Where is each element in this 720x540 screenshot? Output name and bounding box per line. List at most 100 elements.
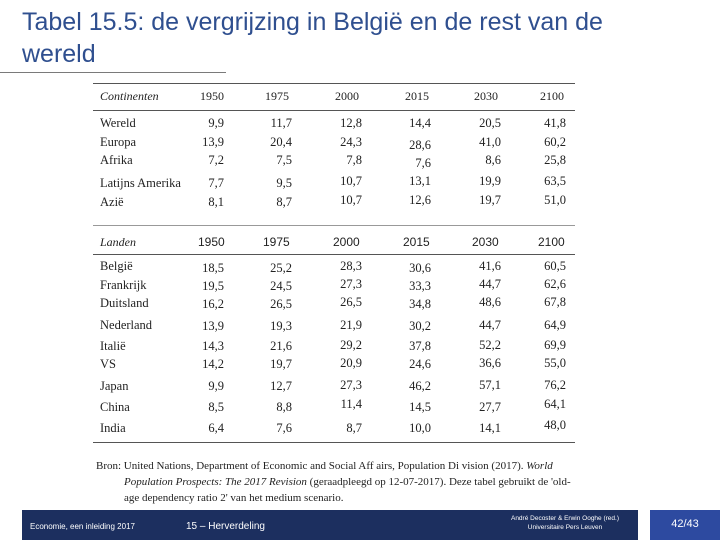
cell-value: 41,0	[479, 135, 501, 149]
cell-value: 8,7	[346, 421, 362, 435]
cell-value: 19,5	[202, 279, 224, 293]
table1-year-1975: 1975	[265, 89, 289, 103]
page-number: 42/43	[671, 518, 699, 530]
row-label: China	[100, 400, 130, 414]
source-line-3: age dependency ratio 2' van het medium s…	[124, 492, 344, 504]
cell-value: 62,6	[544, 277, 566, 291]
cell-value: 25,8	[544, 153, 566, 167]
row-label: Afrika	[100, 153, 133, 167]
cell-value: 14,1	[479, 421, 501, 435]
cell-value: 7,6	[276, 421, 292, 435]
cell-value: 18,5	[202, 261, 224, 275]
cell-value: 36,6	[479, 356, 501, 370]
cell-value: 41,6	[479, 259, 501, 273]
cell-value: 12,6	[409, 193, 431, 207]
cell-value: 76,2	[544, 378, 566, 392]
title-divider	[0, 72, 226, 73]
table2-year-2015: 2015	[403, 235, 430, 249]
row-label: Italië	[100, 339, 126, 353]
source-publication-title: World	[526, 460, 553, 472]
cell-value: 69,9	[544, 338, 566, 352]
cell-value: 14,2	[202, 357, 224, 371]
cell-value: 27,3	[340, 277, 362, 291]
cell-value: 20,5	[479, 116, 501, 130]
table1-header-continents: Continenten	[100, 89, 159, 103]
cell-value: 64,9	[544, 318, 566, 332]
cell-value: 19,7	[479, 193, 501, 207]
cell-value: 30,6	[409, 261, 431, 275]
row-label: Wereld	[100, 116, 136, 130]
footer-chapter: 15 – Herverdeling	[186, 521, 265, 532]
cell-value: 8,5	[208, 400, 224, 414]
table2-header-countries: Landen	[100, 235, 136, 249]
cell-value: 27,7	[479, 400, 501, 414]
footer-authors: André Decoster & Erwin Ooghe (red.) Univ…	[500, 514, 630, 532]
footer-book-title: Economie, een inleiding 2017	[30, 522, 135, 531]
cell-value: 52,2	[479, 338, 501, 352]
cell-value: 19,7	[270, 357, 292, 371]
table-top-rule	[93, 83, 575, 84]
cell-value: 20,9	[340, 356, 362, 370]
row-label: Azië	[100, 195, 124, 209]
row-label: Japan	[100, 379, 129, 393]
cell-value: 51,0	[544, 193, 566, 207]
table1-year-2015: 2015	[405, 89, 429, 103]
table1-year-1950: 1950	[200, 89, 224, 103]
cell-value: 13,1	[409, 174, 431, 188]
row-label: Nederland	[100, 318, 153, 332]
cell-value: 8,1	[208, 195, 224, 209]
cell-value: 8,8	[276, 400, 292, 414]
cell-value: 41,8	[544, 116, 566, 130]
cell-value: 29,2	[340, 338, 362, 352]
cell-value: 24,3	[340, 135, 362, 149]
table2-year-2030: 2030	[472, 235, 499, 249]
footer-editors: André Decoster & Erwin Ooghe (red.)	[510, 515, 620, 522]
cell-value: 64,1	[544, 397, 566, 411]
table1-year-2000: 2000	[335, 89, 359, 103]
cell-value: 6,4	[208, 421, 224, 435]
source-text: Bron: United Nations, Department of Econ…	[96, 460, 524, 472]
cell-value: 30,2	[409, 319, 431, 333]
cell-value: 67,8	[544, 295, 566, 309]
cell-value: 46,2	[409, 379, 431, 393]
cell-value: 7,5	[276, 153, 292, 167]
footer-bar	[22, 510, 638, 540]
cell-value: 12,8	[340, 116, 362, 130]
cell-value: 37,8	[409, 339, 431, 353]
cell-value: 11,4	[340, 397, 362, 411]
cell-value: 8,6	[485, 153, 501, 167]
slide-title: Tabel 15.5: de vergrijzing in België en …	[22, 8, 603, 68]
table2-header-rule	[93, 254, 575, 255]
cell-value: 24,5	[270, 279, 292, 293]
source-text-2: (geraadpleegd op 12-07-2017). Deze tabel…	[309, 476, 571, 488]
cell-value: 9,9	[208, 379, 224, 393]
cell-value: 7,2	[208, 153, 224, 167]
cell-value: 55,0	[544, 356, 566, 370]
cell-value: 7,7	[208, 176, 224, 190]
cell-value: 44,7	[479, 277, 501, 291]
cell-value: 25,2	[270, 261, 292, 275]
cell-value: 19,3	[270, 319, 292, 333]
table2-year-2000: 2000	[333, 235, 360, 249]
cell-value: 26,5	[340, 295, 362, 309]
cell-value: 12,7	[270, 379, 292, 393]
cell-value: 21,6	[270, 339, 292, 353]
row-label: Latijns Amerika	[100, 176, 181, 190]
cell-value: 27,3	[340, 378, 362, 392]
cell-value: 48,6	[479, 295, 501, 309]
row-label: België	[100, 259, 133, 273]
cell-value: 28,3	[340, 259, 362, 273]
row-label: India	[100, 421, 126, 435]
row-label: Duitsland	[100, 296, 149, 310]
table-section-rule	[93, 225, 575, 226]
cell-value: 24,6	[409, 357, 431, 371]
table2-year-1975: 1975	[263, 235, 290, 249]
cell-value: 60,2	[544, 135, 566, 149]
table2-year-1950: 1950	[198, 235, 225, 249]
cell-value: 26,5	[270, 297, 292, 311]
source-note: Bron: United Nations, Department of Econ…	[96, 458, 656, 506]
table-header-rule	[93, 110, 575, 111]
cell-value: 9,5	[276, 176, 292, 190]
cell-value: 7,8	[346, 153, 362, 167]
cell-value: 14,5	[409, 400, 431, 414]
